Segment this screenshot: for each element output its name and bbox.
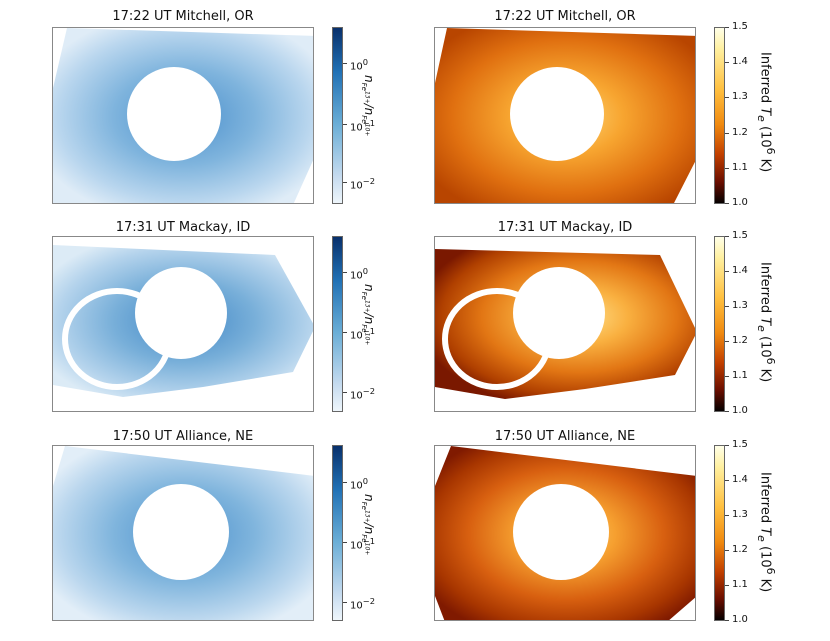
temperature-map-graphic	[435, 446, 695, 620]
ratio-map-graphic	[53, 245, 313, 397]
colorbar-tick: 1.2	[725, 127, 748, 138]
colorbar-tick: 1.0	[725, 405, 748, 416]
temperature-map-graphic	[435, 249, 695, 399]
colorbar-tick: 100	[342, 266, 369, 282]
colorbar-tick: 1.5	[725, 230, 748, 241]
colorbar-temperature	[714, 445, 725, 621]
colorbar-label-ratio: nFe13+/nFe10+	[359, 494, 376, 556]
colorbar-temperature	[714, 27, 725, 204]
colorbar-tick: 10−1	[342, 118, 376, 134]
temperature-map-image	[434, 27, 696, 204]
colorbar-label-temperature: Inferred Te (106 K)	[755, 262, 777, 383]
colorbar-tick: 1.2	[725, 544, 748, 555]
colorbar-tick: 1.3	[725, 300, 748, 311]
temperature-map-image	[434, 236, 696, 412]
colorbar-temperature	[714, 236, 725, 412]
ratio-map-image	[52, 236, 314, 412]
temperature-map-graphic	[435, 28, 695, 203]
panel-title: 17:31 UT Mackay, ID	[497, 220, 633, 235]
colorbar-tick: 1.0	[725, 197, 748, 208]
ratio-map-graphic	[53, 446, 313, 620]
colorbar-tick: 10−2	[342, 596, 376, 612]
colorbar-tick: 10−2	[342, 176, 376, 192]
panel-title: 17:50 UT Alliance, NE	[494, 429, 636, 444]
colorbar-ratio	[332, 27, 343, 204]
colorbar-tick: 1.0	[725, 614, 748, 625]
ratio-map-image	[52, 445, 314, 621]
colorbar-tick: 1.4	[725, 474, 748, 485]
colorbar-tick: 1.5	[725, 439, 748, 450]
colorbar-label-ratio: nFe13+/nFe10+	[359, 284, 376, 346]
colorbar-label-ratio: nFe13+/nFe10+	[359, 75, 376, 137]
colorbar-tick: 10−1	[342, 326, 376, 342]
ratio-map-image	[52, 27, 314, 204]
colorbar-tick: 1.1	[725, 370, 748, 381]
colorbar-tick: 1.3	[725, 91, 748, 102]
colorbar-tick: 1.5	[725, 21, 748, 32]
colorbar-tick: 1.2	[725, 335, 748, 346]
ratio-map-graphic	[53, 28, 313, 203]
panel-title: 17:22 UT Mitchell, OR	[494, 9, 636, 24]
colorbar-ratio	[332, 445, 343, 621]
temperature-map-image	[434, 445, 696, 621]
panel-title: 17:22 UT Mitchell, OR	[112, 9, 254, 24]
panel-title: 17:31 UT Mackay, ID	[115, 220, 251, 235]
panel-title: 17:50 UT Alliance, NE	[112, 429, 254, 444]
colorbar-tick: 1.1	[725, 162, 748, 173]
colorbar-label-temperature: Inferred Te (106 K)	[755, 52, 777, 173]
colorbar-tick: 100	[342, 57, 369, 73]
colorbar-tick: 100	[342, 476, 369, 492]
colorbar-tick: 10−1	[342, 536, 376, 552]
colorbar-tick: 10−2	[342, 386, 376, 402]
colorbar-ratio	[332, 236, 343, 412]
colorbar-tick: 1.1	[725, 579, 748, 590]
colorbar-tick: 1.4	[725, 56, 748, 67]
colorbar-tick: 1.4	[725, 265, 748, 276]
colorbar-tick: 1.3	[725, 509, 748, 520]
colorbar-label-temperature: Inferred Te (106 K)	[755, 472, 777, 593]
